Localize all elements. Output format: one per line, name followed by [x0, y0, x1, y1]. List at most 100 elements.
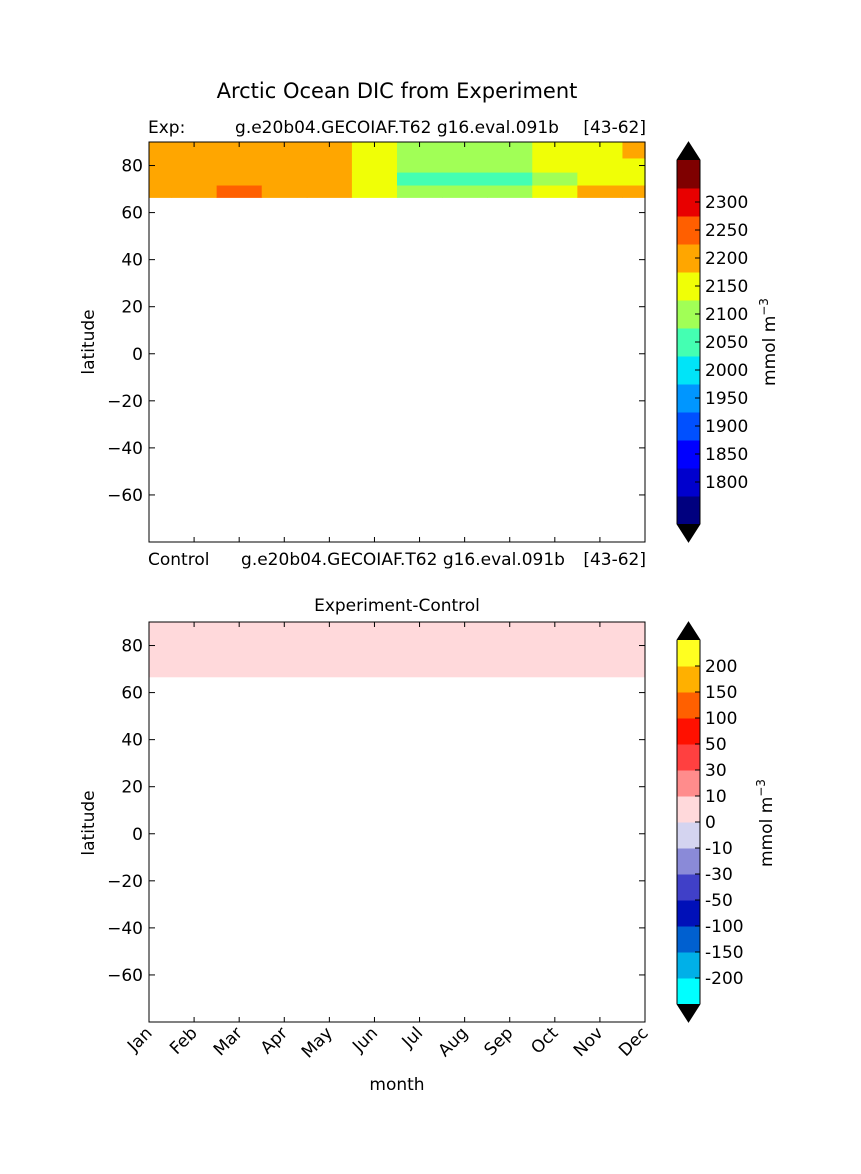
colorbar-swatch — [677, 496, 700, 525]
control-label-left: Control — [148, 550, 209, 570]
x-tick-label: Jun — [348, 1023, 382, 1057]
colorbar-tick-label: -30 — [705, 865, 733, 885]
colorbar-swatch — [677, 900, 700, 927]
y-tick-label: 60 — [121, 204, 143, 224]
data-cell — [487, 172, 533, 187]
data-cell — [532, 158, 578, 174]
data-cell — [171, 172, 218, 187]
colorbar-swatch — [677, 300, 700, 329]
colorbar-swatch — [677, 468, 700, 497]
colorbar-swatch — [677, 926, 700, 953]
colorbar-extend-bottom — [677, 524, 700, 542]
colorbar-outline — [676, 621, 701, 1023]
x-tick-label: Nov — [570, 1023, 608, 1061]
y-tick-label: 20 — [121, 778, 143, 798]
data-cell — [397, 172, 443, 187]
colorbar-swatch — [677, 952, 700, 979]
difference-data-region — [149, 622, 645, 678]
control-label-center: g.e20b04.GECOIAF.T62 g16.eval.091b — [241, 550, 565, 570]
colorbar-outline — [676, 141, 701, 543]
data-cell — [306, 142, 353, 160]
x-tick-label: May — [298, 1023, 337, 1062]
data-cell — [149, 158, 173, 174]
data-cell — [442, 142, 488, 160]
x-tick-label: Feb — [166, 1023, 201, 1058]
data-cell — [532, 172, 578, 187]
y-tick-label: −60 — [107, 966, 143, 986]
colorbar-swatch — [677, 770, 700, 797]
x-tick-label: Oct — [527, 1023, 562, 1058]
y-tick-label: 40 — [121, 731, 143, 751]
colorbar-tick-label: -10 — [705, 839, 733, 859]
colorbar-swatch — [677, 384, 700, 413]
colorbar-tick-label: 2250 — [705, 221, 748, 241]
data-cell — [306, 172, 353, 187]
colorbar-tick-label: -100 — [705, 917, 744, 937]
colorbar-swatch — [677, 412, 700, 441]
data-cell — [351, 172, 398, 187]
difference-panel: Control g.e20b04.GECOIAF.T62 g16.eval.09… — [79, 550, 777, 1095]
data-cell — [532, 142, 578, 160]
exp-label-center: g.e20b04.GECOIAF.T62 g16.eval.091b — [235, 118, 559, 138]
colorbar-tick-label: 2100 — [705, 305, 748, 325]
colorbar-swatch — [677, 328, 700, 357]
data-cell — [442, 172, 488, 187]
x-tick-label: Aug — [435, 1023, 473, 1061]
experiment-y-axis-label: latitude — [79, 309, 99, 374]
data-cell — [171, 142, 218, 160]
difference-x-ticks: Jan Feb Mar Apr May Jun Jul Aug Sep Oct Nov Dec — [123, 622, 653, 1062]
data-cell — [622, 172, 646, 187]
colorbar-tick-label: 0 — [705, 813, 716, 833]
data-cell — [306, 185, 353, 198]
colorbar-swatch — [677, 718, 700, 745]
data-cell — [442, 158, 488, 174]
difference-colorbar-label: mmol m−3 — [754, 779, 777, 867]
difference-y-axis-label: latitude — [79, 790, 99, 855]
colorbar-swatch — [677, 640, 700, 667]
data-cell — [622, 185, 646, 198]
colorbar-tick-label: 2200 — [705, 249, 748, 269]
colorbar-tick-label: -150 — [705, 943, 744, 963]
colorbar-swatch — [677, 188, 700, 217]
experiment-y-ticks: 80 60 40 20 0 −20 −40 −60 — [107, 157, 645, 506]
difference-x-axis-label: month — [369, 1075, 424, 1095]
colorbar-tick-label: 50 — [705, 735, 727, 755]
x-tick-label: Apr — [257, 1023, 292, 1058]
data-cell — [261, 185, 308, 198]
exp-label-right: [43-62] — [583, 118, 646, 138]
colorbar-swatch — [677, 244, 700, 273]
colorbar-extend-top — [677, 142, 700, 160]
colorbar-tick-label: 1900 — [705, 417, 748, 437]
data-cell — [577, 172, 624, 187]
data-cell — [171, 185, 218, 198]
y-tick-label: −60 — [107, 486, 143, 506]
y-tick-label: −40 — [107, 439, 143, 459]
colorbar-tick-label: 100 — [705, 709, 737, 729]
y-tick-label: 60 — [121, 684, 143, 704]
colorbar-tick-label: -50 — [705, 891, 733, 911]
colorbar-tick-label: 200 — [705, 657, 737, 677]
colorbar-tick-label: 2050 — [705, 333, 748, 353]
data-cell — [351, 185, 398, 198]
x-tick-label: Jan — [123, 1023, 156, 1056]
data-cell — [577, 158, 624, 174]
difference-y-ticks: 80 60 40 20 0 −20 −40 −60 — [107, 637, 645, 986]
data-cell — [216, 172, 263, 187]
data-cell — [397, 158, 443, 174]
colorbar-tick-label: 1950 — [705, 389, 748, 409]
colorbar-swatch — [677, 744, 700, 771]
colorbar-extend-bottom — [677, 1004, 700, 1022]
data-cell — [261, 158, 308, 174]
colorbar-swatch — [677, 692, 700, 719]
y-tick-label: 40 — [121, 251, 143, 271]
experiment-axes-frame — [148, 141, 646, 543]
colorbar-tick-label: 150 — [705, 683, 737, 703]
data-cell — [351, 142, 398, 160]
y-tick-label: 80 — [121, 157, 143, 177]
experiment-colorbar: 2300 2250 2200 2150 2100 2050 2000 1950 1900 1850… — [676, 141, 748, 543]
data-cell — [216, 185, 263, 198]
data-cell — [622, 158, 646, 174]
colorbar-tick-label: 2150 — [705, 277, 748, 297]
